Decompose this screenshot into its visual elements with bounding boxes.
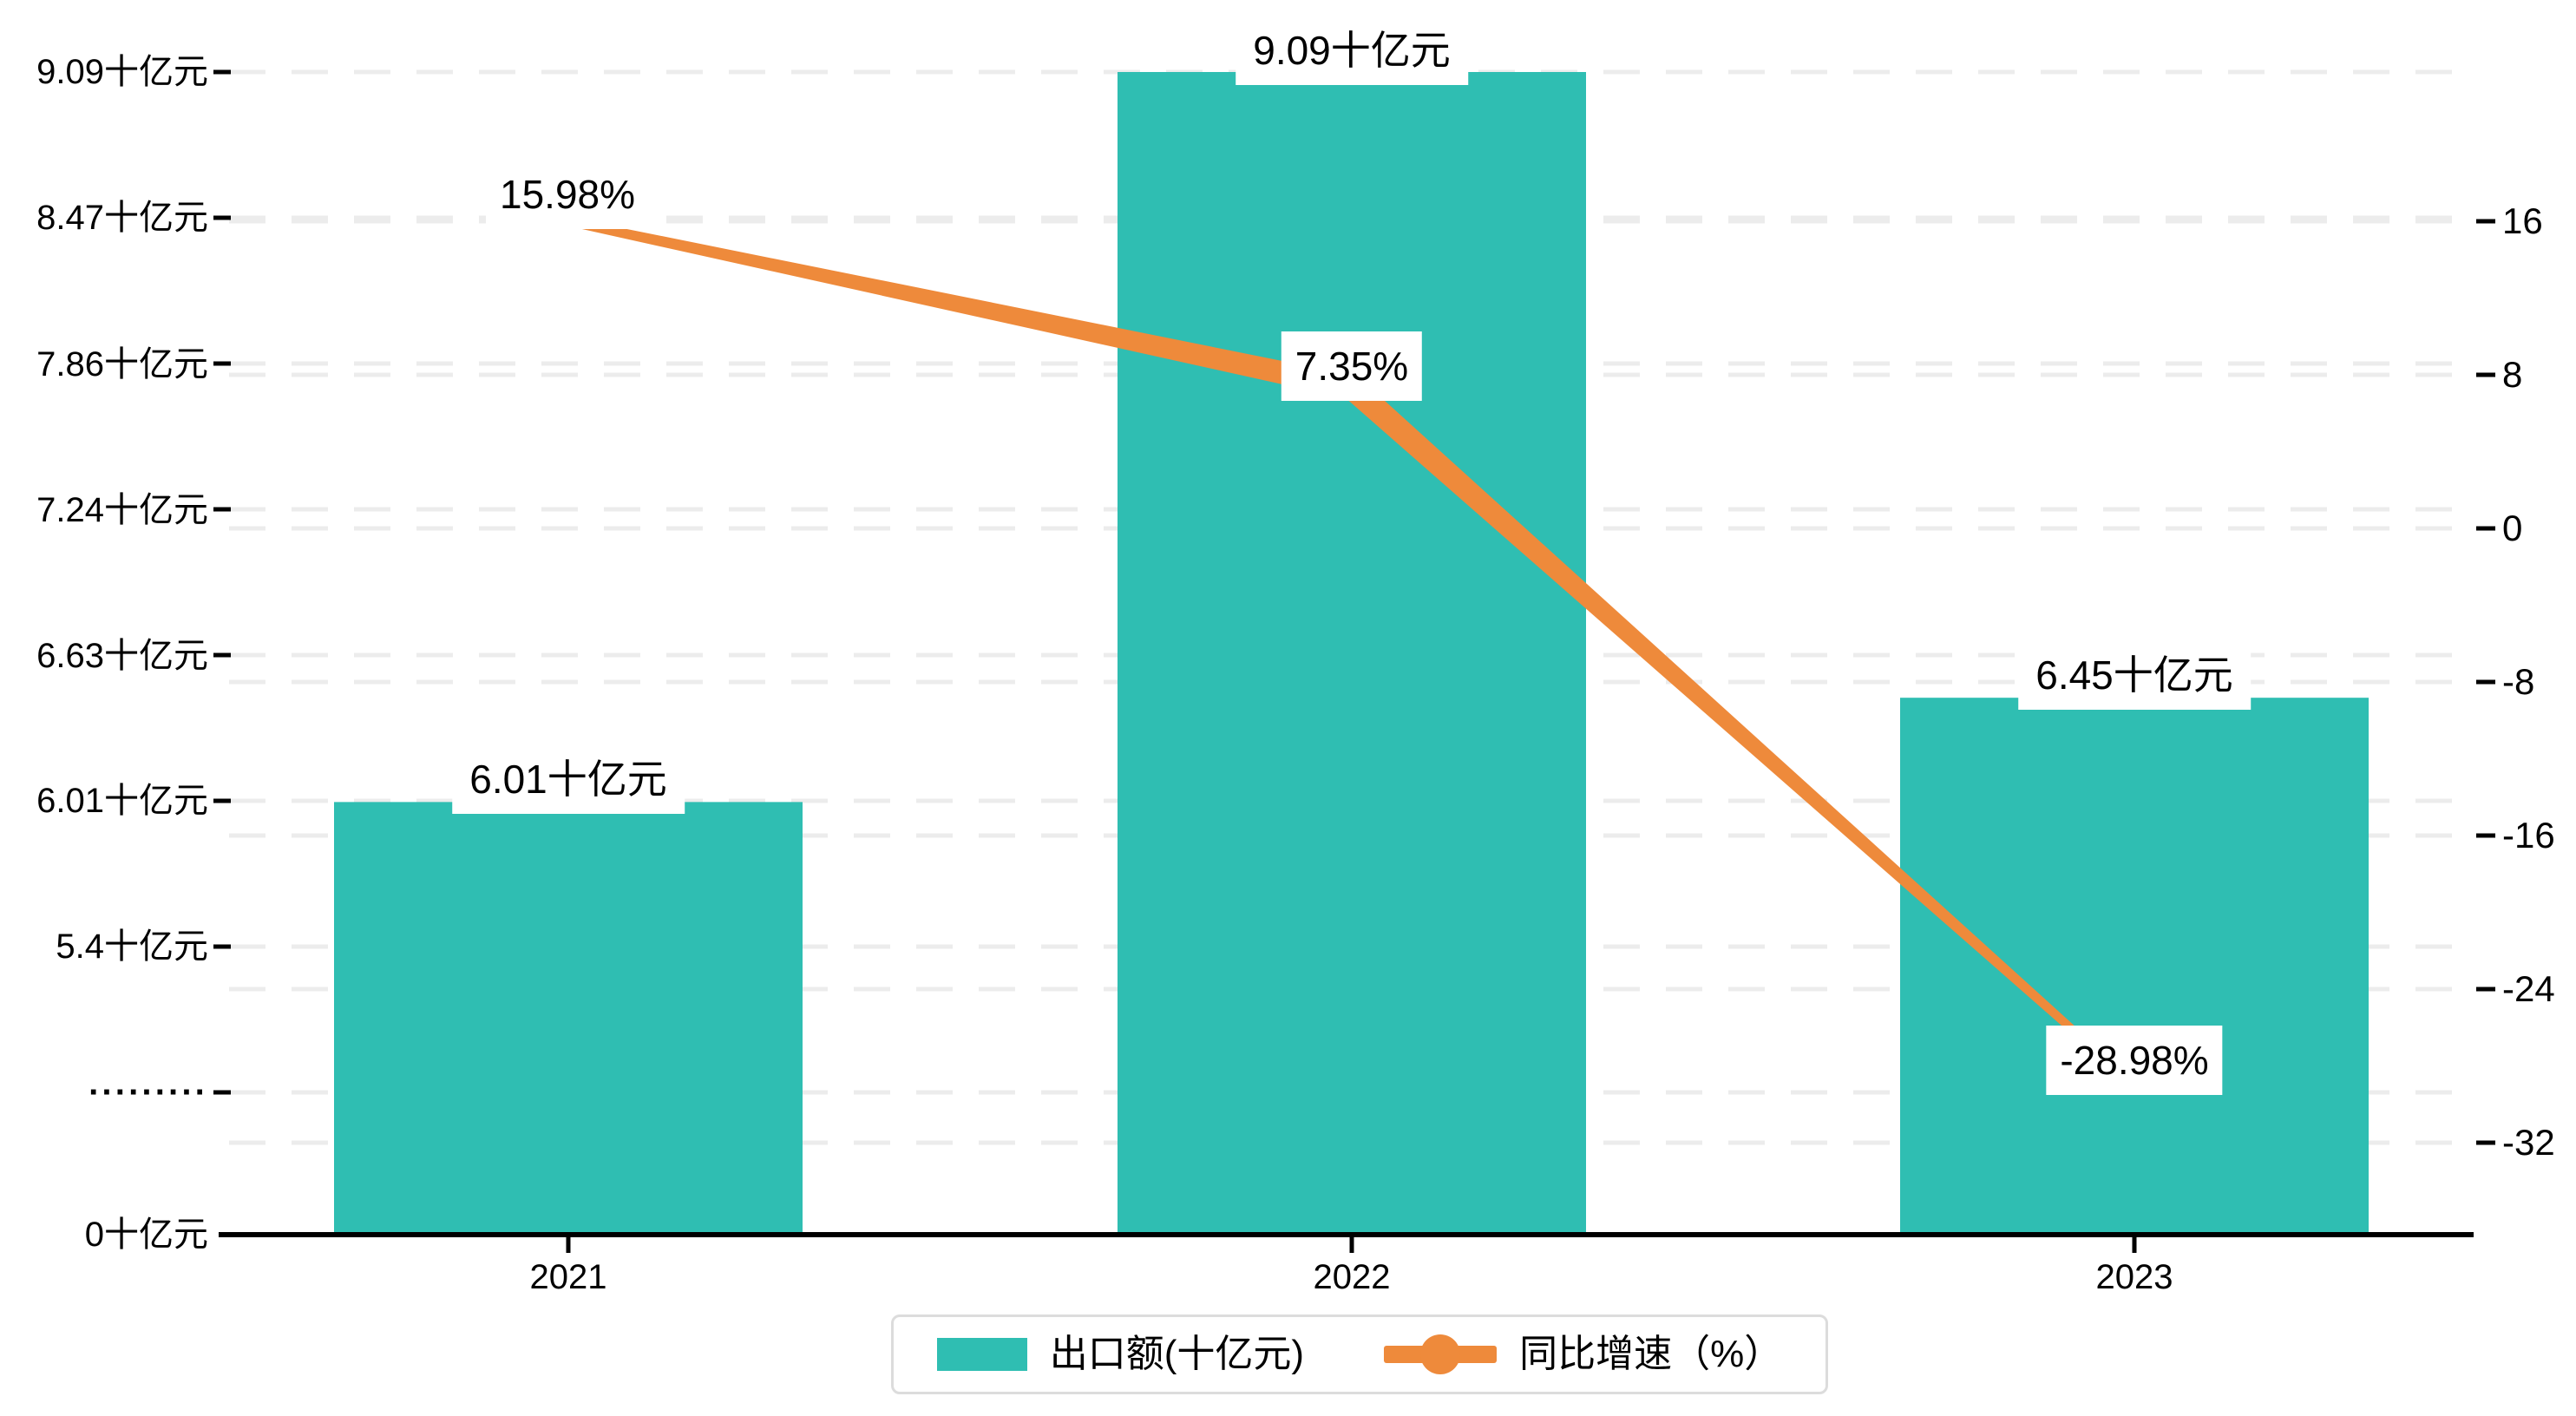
y-axis-right-label: 0 [2502,508,2523,548]
legend-item-label: 出口额(十亿元) [1049,1333,1305,1375]
y-axis-left-label: 7.24十亿元 [36,491,208,529]
export-bars [334,72,2369,1235]
growth-value-label-2023: -28.98% [2046,1026,2223,1095]
legend-item-label: 同比增速（%） [1519,1333,1783,1375]
legend-item-export[interactable]: 出口额(十亿元) [936,1332,1305,1377]
growth-value-label-2022: 7.35% [1281,331,1423,401]
x-axis-label-2023: 2023 [2095,1258,2173,1296]
y-axis-right-label: 16 [2502,200,2543,241]
growth-value-label-2021: 15.98% [485,160,650,229]
bar-2022 [1118,72,1586,1235]
bar-value-label-2023: 6.45十亿元 [2018,640,2251,710]
y-axis-right-label: -16 [2502,815,2555,856]
x-axis-label-2022: 2022 [1313,1258,1391,1296]
y-axis-right-label: -24 [2502,968,2555,1009]
y-axis-left-label: 6.63十亿元 [36,637,208,675]
y-axis-right-label: -32 [2502,1122,2555,1163]
y-axis-right-label: 8 [2502,354,2523,395]
y-axis-right-label: -8 [2502,661,2535,702]
x-axis-label-2021: 2021 [529,1258,607,1296]
axes [213,69,2495,1253]
line-series-marker-icon [1384,1334,1498,1375]
bar-series-swatch-icon [936,1338,1027,1371]
legend-item-growth[interactable]: 同比增速（%） [1384,1332,1782,1377]
y-axis-left-label: 5.4十亿元 [56,928,208,966]
y-axis-left-label: 9.09十亿元 [36,53,208,91]
y-axis-left-label: 8.47十亿元 [36,199,208,237]
legend: 出口额(十亿元) 同比增速（%） [891,1314,1828,1394]
growth-line [567,217,2137,1088]
bar-2023 [1900,698,2369,1235]
y-axis-break-dots: ········· [88,1073,208,1111]
y-axis-left-label: 7.86十亿元 [36,345,208,384]
bar-value-label-2022: 9.09十亿元 [1236,16,1468,85]
bar-value-label-2021: 6.01十亿元 [452,744,685,814]
y-axis-left-label: 6.01十亿元 [36,782,208,820]
bar-2021 [334,802,803,1235]
y-axis-left-label: 0十亿元 [84,1216,208,1254]
